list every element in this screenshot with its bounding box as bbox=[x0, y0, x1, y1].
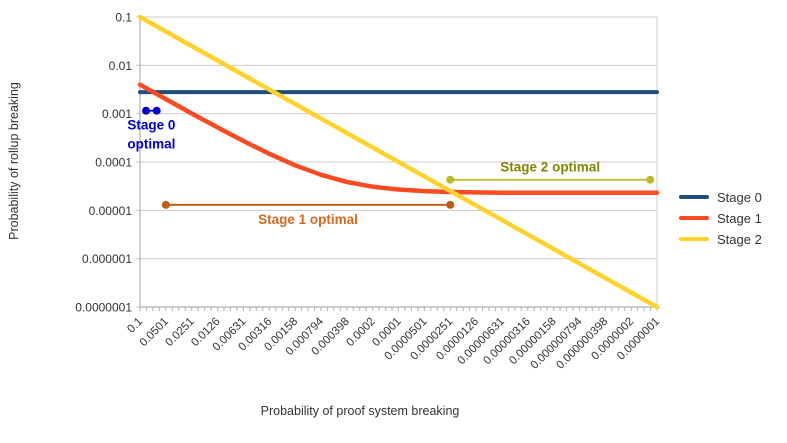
stage-0-optimal-label: Stage 0 bbox=[127, 118, 175, 133]
legend-label: Stage 1 bbox=[717, 210, 762, 226]
legend-item-stage-2: Stage 2 bbox=[679, 231, 762, 247]
legend-item-stage-0: Stage 0 bbox=[679, 189, 762, 205]
x-axis-title: Probability of proof system breaking bbox=[260, 404, 460, 418]
y-tick-label: 0.000001 bbox=[82, 252, 132, 266]
legend: Stage 0 Stage 1 Stage 2 bbox=[679, 189, 762, 247]
legend-label: Stage 0 bbox=[717, 189, 762, 205]
y-tick-label: 0.1 bbox=[115, 11, 132, 25]
legend-swatch-stage-0 bbox=[679, 195, 709, 199]
stage-1-optimal-label: Stage 1 optimal bbox=[258, 212, 358, 227]
stage-2-optimal-label: Stage 2 optimal bbox=[500, 160, 600, 175]
y-tick-label: 0.001 bbox=[102, 107, 132, 121]
y-tick-label: 0.0000001 bbox=[75, 301, 132, 315]
stage-2-optimal-dot-start bbox=[446, 175, 455, 184]
stage-2-optimal-dot-end bbox=[646, 175, 655, 184]
stage-1-optimal-dot-end bbox=[446, 200, 455, 209]
y-tick-label: 0.0001 bbox=[95, 156, 132, 170]
y-tick-label: 0.00001 bbox=[89, 204, 133, 218]
stage-1-optimal-dot-start bbox=[161, 200, 170, 209]
legend-swatch-stage-2 bbox=[679, 237, 709, 241]
y-axis-title: Probability of rollup breaking bbox=[7, 82, 21, 240]
stage-0-optimal-dot-end bbox=[152, 106, 161, 115]
legend-label: Stage 2 bbox=[717, 231, 762, 247]
x-tick-label: 0.1 bbox=[125, 316, 145, 336]
stage-0-optimal-dot-start bbox=[142, 106, 151, 115]
series-line-stage-1 bbox=[137, 82, 660, 196]
legend-swatch-stage-1 bbox=[679, 216, 709, 220]
series-line-stage-2 bbox=[137, 14, 660, 310]
stage-0-optimal-label: optimal bbox=[127, 137, 175, 152]
legend-item-stage-1: Stage 1 bbox=[679, 210, 762, 226]
y-tick-label: 0.01 bbox=[109, 59, 133, 73]
